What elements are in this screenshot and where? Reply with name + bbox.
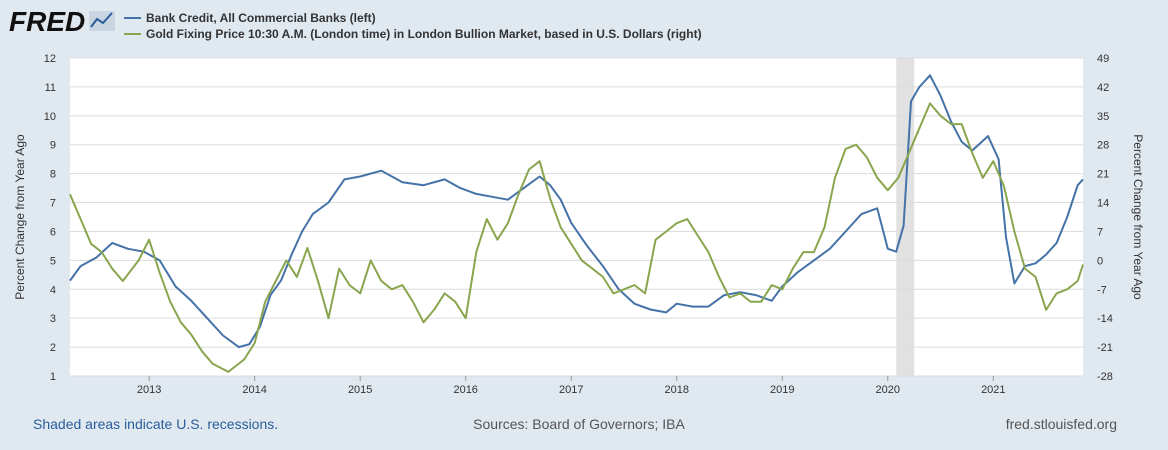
x-tick-label: 2018 xyxy=(665,384,689,396)
x-tick-label: 2020 xyxy=(876,384,900,396)
chart-line-icon xyxy=(89,11,115,31)
x-tick-label: 2016 xyxy=(453,384,477,396)
left-tick-label: 8 xyxy=(50,169,56,181)
right-tick-label: 21 xyxy=(1097,169,1109,181)
right-tick-label: 28 xyxy=(1097,140,1109,152)
right-tick-label: -21 xyxy=(1097,342,1113,354)
right-axis-title: Percent Change from Year Ago xyxy=(1131,134,1145,300)
left-tick-label: 3 xyxy=(50,313,56,325)
left-tick-label: 11 xyxy=(45,82,56,94)
left-tick-label: 6 xyxy=(50,226,56,238)
legend: Bank Credit, All Commercial Banks (left)… xyxy=(124,11,702,41)
series-line-gold-price xyxy=(69,102,1084,373)
x-axis-ticks: 2013 2014 2015 2016 2017 2018 2019 2020 2021 xyxy=(137,376,1006,396)
left-axis-title: Percent Change from Year Ago xyxy=(13,134,27,300)
left-tick-label: 9 xyxy=(50,140,56,152)
left-tick-label: 12 xyxy=(44,53,56,65)
right-tick-label: 49 xyxy=(1097,53,1109,65)
fred-logo[interactable]: FRED xyxy=(9,6,85,37)
legend-label-gold-price: Gold Fixing Price 10:30 A.M. (London tim… xyxy=(146,27,702,41)
left-tick-label: 2 xyxy=(50,342,56,354)
left-tick-label: 5 xyxy=(50,255,56,267)
x-tick-label: 2017 xyxy=(559,384,583,396)
x-tick-label: 2015 xyxy=(348,384,372,396)
x-tick-label: 2013 xyxy=(137,384,161,396)
left-tick-label: 10 xyxy=(44,111,56,123)
series-line-bank-credit xyxy=(69,74,1084,349)
sources-note: Sources: Board of Governors; IBA xyxy=(473,416,685,432)
right-axis-ticks: -28 -21 -14 -7 0 7 14 21 28 35 42 49 xyxy=(1097,53,1113,383)
right-tick-label: 0 xyxy=(1097,255,1103,267)
right-tick-label: 42 xyxy=(1097,82,1109,94)
left-tick-label: 1 xyxy=(50,371,56,383)
right-tick-label: -7 xyxy=(1097,284,1107,296)
legend-label-bank-credit: Bank Credit, All Commercial Banks (left) xyxy=(146,11,376,25)
recessions-note[interactable]: Shaded areas indicate U.S. recessions. xyxy=(33,416,279,432)
right-tick-label: 7 xyxy=(1097,226,1103,238)
right-tick-label: -14 xyxy=(1097,313,1113,325)
x-tick-label: 2014 xyxy=(242,384,266,396)
x-tick-label: 2019 xyxy=(770,384,794,396)
x-tick-label: 2021 xyxy=(981,384,1005,396)
right-tick-label: 35 xyxy=(1097,111,1109,123)
right-tick-label: -28 xyxy=(1097,371,1113,383)
right-tick-label: 14 xyxy=(1097,198,1109,210)
site-link[interactable]: fred.stlouisfed.org xyxy=(1005,416,1117,432)
series-lines xyxy=(69,74,1084,373)
left-tick-label: 7 xyxy=(50,198,56,210)
left-tick-label: 4 xyxy=(50,284,56,296)
